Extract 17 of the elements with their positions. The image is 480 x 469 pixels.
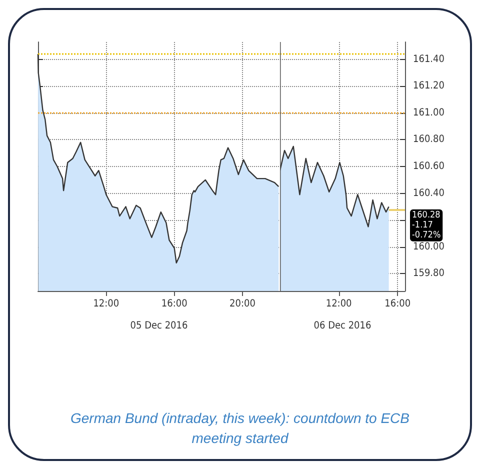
ref-line-label: 160.28 -1.17 -0.72%	[412, 210, 441, 240]
y-tick-label: 161.40	[413, 54, 445, 65]
y-tick-label: 159.80	[413, 268, 445, 280]
x-tick-label: 20:00	[230, 298, 256, 310]
text: German Bund (intraday, this week): countdown to ECB meeting started	[69, 409, 410, 448]
y-tick-label: 160.60	[413, 161, 445, 172]
y-tick-label: 160.00	[413, 241, 445, 252]
x-axis-title: 06 Dec 2016	[314, 320, 372, 332]
y-tick-label: 160.80	[413, 134, 445, 146]
x-tick-label: 16:00	[384, 298, 411, 310]
x-tick-label: 12:00	[326, 298, 352, 310]
x-axis-title: 05 Dec 2016	[130, 320, 188, 332]
x-tick-label: 16:00	[161, 298, 188, 310]
y-tick-label: 161.00	[413, 107, 445, 118]
y-tick-label: 160.40	[413, 188, 445, 199]
y-tick-label: 161.20	[413, 80, 445, 92]
x-tick-label: 12:00	[93, 298, 120, 310]
